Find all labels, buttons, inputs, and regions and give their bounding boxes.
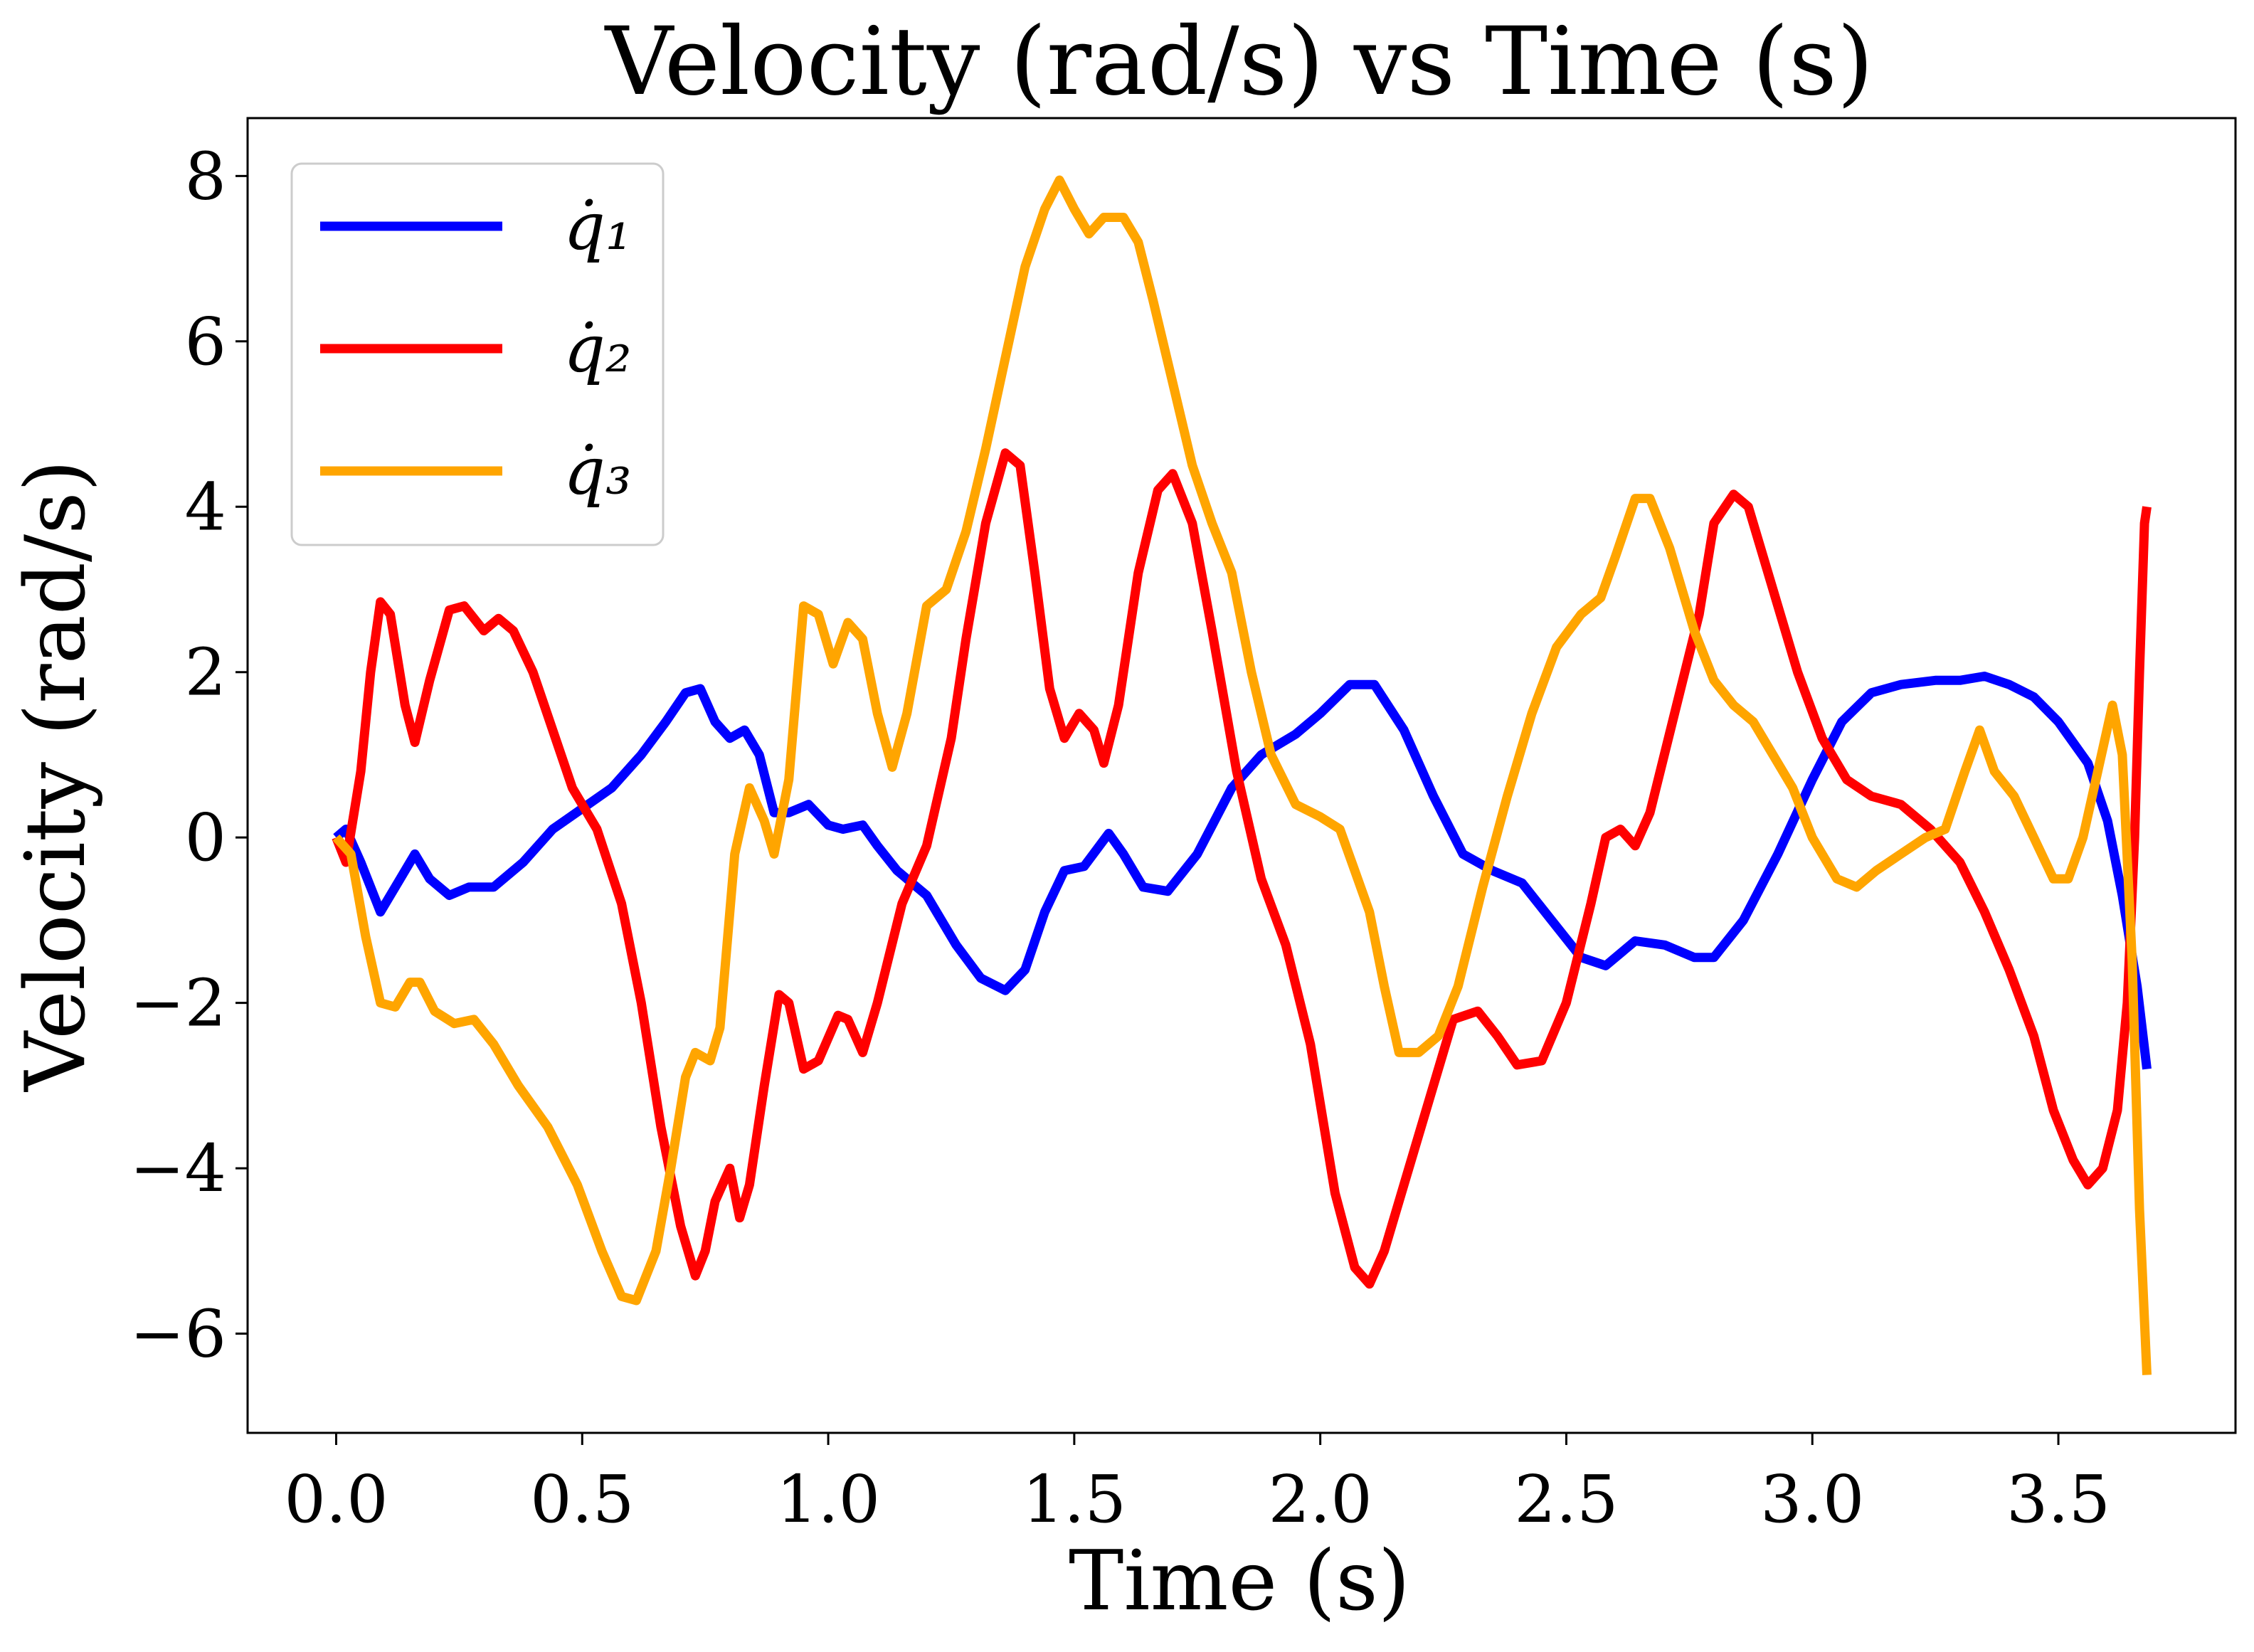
x-axis-label: Time (s) <box>1069 1533 1410 1629</box>
y-tick-label: 8 <box>184 138 226 214</box>
x-tick-label: 0.5 <box>530 1461 634 1537</box>
plot-frame <box>246 117 2237 1434</box>
x-tick-label: 1.5 <box>1022 1461 1126 1537</box>
legend-label-3: q̇₃ <box>564 433 632 509</box>
y-tick-label: −2 <box>129 965 226 1042</box>
y-tick-label: −4 <box>129 1131 226 1207</box>
legend: q̇₁ q̇₂ q̇₃ <box>290 162 665 546</box>
legend-entries: q̇₁ q̇₂ q̇₃ <box>320 189 632 509</box>
series-line-2 <box>332 448 2152 1289</box>
x-tick-label: 2.5 <box>1514 1461 1618 1537</box>
y-tick-label: 6 <box>184 304 226 380</box>
x-tick-label: 3.0 <box>1760 1461 1864 1537</box>
y-axis-ticks: −6 −4 −2 0 2 4 6 8 <box>129 138 248 1372</box>
y-tick-label: −6 <box>129 1296 226 1372</box>
y-tick-label: 0 <box>184 800 226 876</box>
series-line-1 <box>333 672 2152 1070</box>
x-tick-label: 2.0 <box>1268 1461 1372 1537</box>
y-tick-label: 4 <box>184 469 226 545</box>
y-axis-label: Velocity (rad/s) <box>8 460 104 1093</box>
x-axis-ticks: 0.0 0.5 1.0 1.5 2.0 2.5 3.0 3.5 <box>284 1433 2110 1537</box>
series-layer <box>332 175 2152 1375</box>
y-tick-label: 2 <box>184 635 226 711</box>
x-tick-label: 3.5 <box>2006 1461 2110 1537</box>
plot-area: 0.0 0.5 1.0 1.5 2.0 2.5 3.0 3.5 −6 −4 −2 0 2 4 6 8 <box>129 117 2237 1537</box>
legend-label-1: q̇₁ <box>564 189 632 265</box>
legend-box <box>290 162 665 546</box>
chart-title: Velocity (rad/s) vs Time (s) <box>604 7 1874 117</box>
legend-label-2: q̇₂ <box>564 311 632 387</box>
x-tick-label: 0.0 <box>284 1461 388 1537</box>
series-line-3 <box>332 175 2152 1375</box>
x-tick-label: 1.0 <box>776 1461 880 1537</box>
